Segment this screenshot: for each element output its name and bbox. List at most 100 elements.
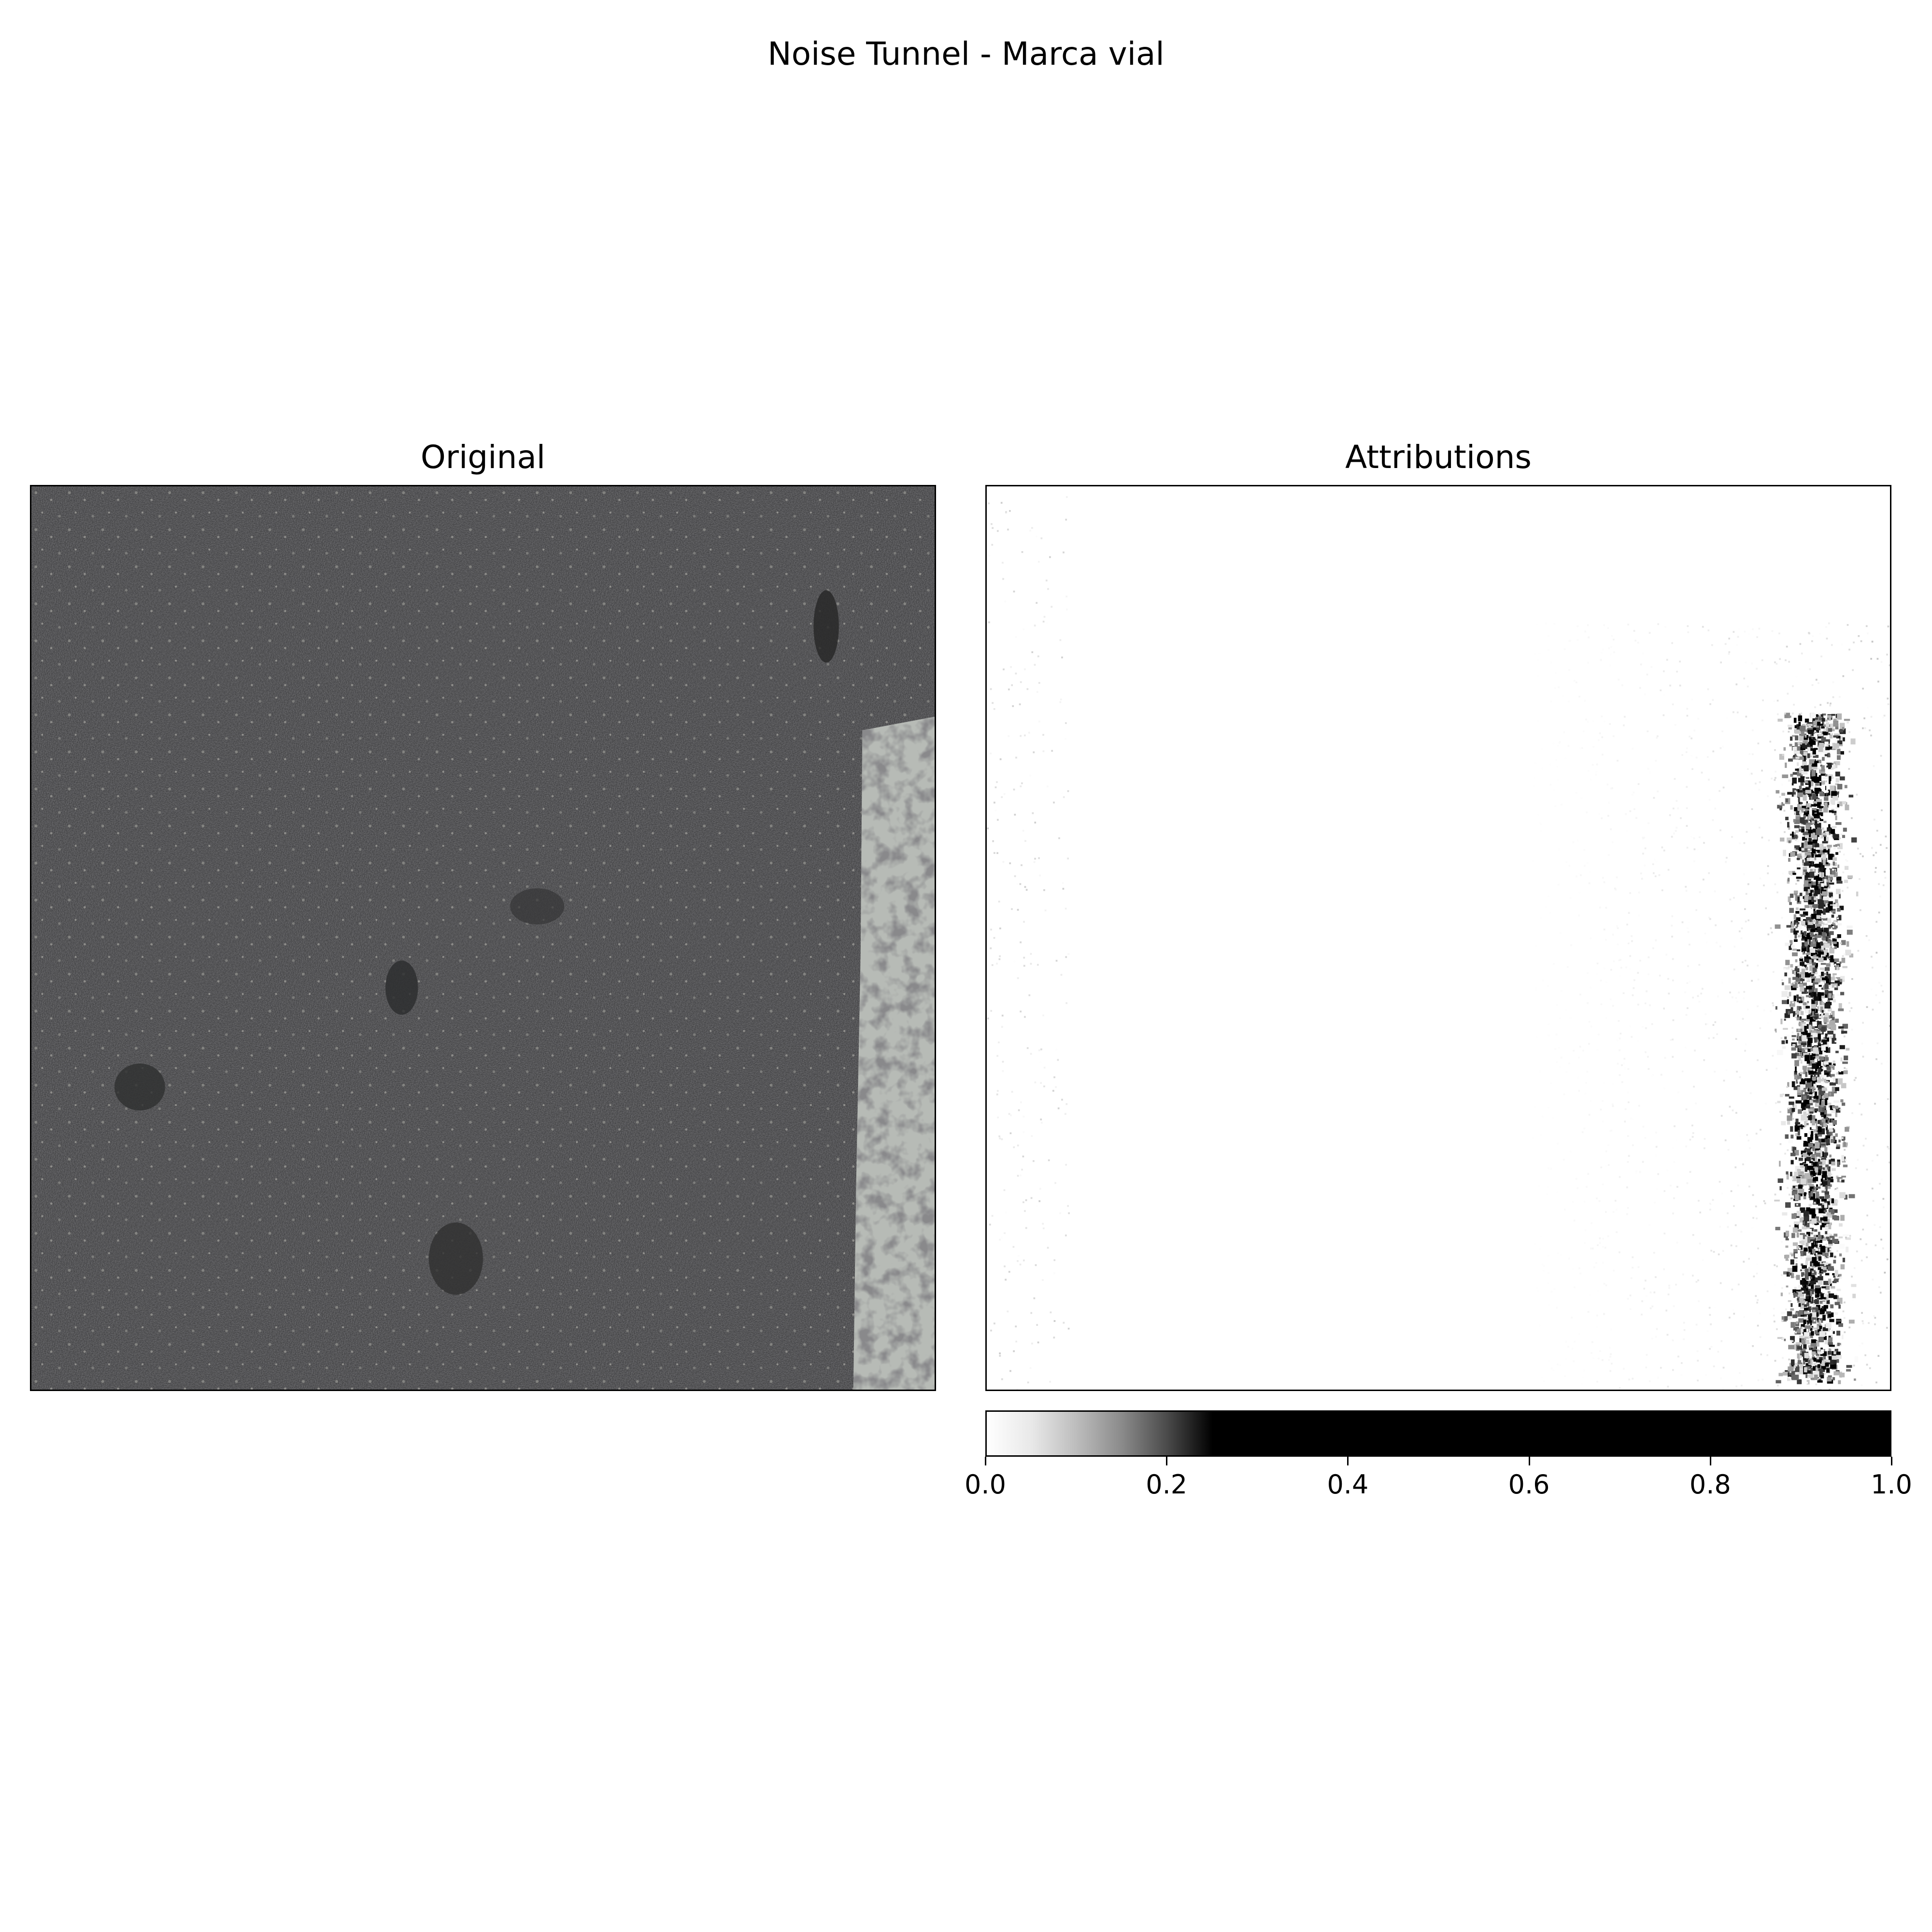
attribution-speck <box>1710 1323 1712 1325</box>
attribution-speck <box>1879 1292 1882 1294</box>
attribution-speck <box>1811 1032 1813 1036</box>
attribution-speck <box>1602 1262 1604 1264</box>
attribution-speck <box>1553 963 1555 965</box>
attribution-speck <box>1880 1312 1883 1315</box>
attribution-speck <box>1568 1062 1570 1065</box>
attribution-speck <box>1872 1279 1874 1281</box>
attribution-speck <box>1808 1308 1811 1312</box>
attribution-speck <box>1827 956 1831 959</box>
attribution-speck <box>1795 883 1797 885</box>
attribution-speck <box>1810 1171 1815 1175</box>
attribution-speck <box>1799 1079 1805 1085</box>
attribution-speck <box>1786 1171 1789 1175</box>
attribution-speck <box>1666 1334 1669 1336</box>
attribution-speck <box>1799 1248 1801 1250</box>
attribution-speck <box>1719 790 1721 792</box>
attribution-speck <box>1648 1068 1650 1070</box>
attribution-speck <box>1034 664 1036 666</box>
attribution-speck <box>1873 1315 1875 1317</box>
attribution-speck <box>1774 779 1776 781</box>
attribution-speck <box>1815 1064 1819 1069</box>
attribution-speck <box>1800 962 1805 966</box>
attribution-speck <box>1800 1233 1805 1235</box>
attribution-speck <box>1808 1313 1812 1320</box>
attribution-speck <box>1672 703 1674 706</box>
attribution-speck <box>1803 1276 1805 1278</box>
attribution-speck <box>1808 987 1815 993</box>
attribution-speck <box>1822 841 1828 844</box>
attribution-speck <box>1053 1076 1055 1079</box>
attribution-speck <box>1788 840 1791 843</box>
attribution-speck <box>1646 673 1648 676</box>
attribution-speck <box>1810 1134 1814 1140</box>
attribution-speck <box>1845 859 1847 861</box>
attribution-speck <box>1826 1236 1830 1240</box>
attribution-speck <box>1047 1247 1049 1249</box>
attribution-speck <box>1833 845 1836 850</box>
attribution-speck <box>1663 1008 1665 1009</box>
attribution-speck <box>1578 872 1581 875</box>
attribution-speck <box>1785 942 1790 946</box>
attribution-speck <box>1814 876 1817 879</box>
attribution-speck <box>1683 1321 1685 1324</box>
attribution-speck <box>1796 1232 1799 1238</box>
attribution-speck <box>1800 1025 1805 1032</box>
attribution-speck <box>1804 1123 1809 1125</box>
attribution-speck <box>1833 1120 1837 1125</box>
attribution-speck <box>1037 1341 1039 1344</box>
attribution-speck <box>1772 971 1775 973</box>
attribution-speck <box>1685 890 1688 892</box>
attribution-speck <box>1821 1151 1824 1158</box>
attribution-speck <box>1849 1235 1851 1237</box>
attribution-speck <box>1790 894 1794 898</box>
attribution-speck <box>1536 1287 1538 1289</box>
attribution-speck <box>1806 1234 1808 1236</box>
attribution-speck <box>1790 1322 1795 1328</box>
attribution-speck <box>1791 1213 1797 1219</box>
attribution-speck <box>1795 789 1798 792</box>
attribution-speck <box>1642 1161 1644 1163</box>
attribution-speck <box>1548 649 1550 651</box>
attribution-speck <box>1819 1337 1824 1341</box>
attribution-speck <box>1838 1071 1844 1075</box>
attribution-speck <box>1617 1063 1619 1065</box>
attribution-speck <box>1730 1190 1733 1193</box>
attribution-speck <box>1804 741 1807 745</box>
attribution-speck <box>1811 786 1814 793</box>
attribution-speck <box>1776 891 1778 894</box>
attribution-speck <box>1801 829 1805 833</box>
attribution-speck <box>1795 907 1799 910</box>
attribution-speck <box>1771 778 1773 780</box>
attribution-speck <box>1644 693 1646 696</box>
attribution-speck <box>1667 868 1670 871</box>
attribution-speck <box>1801 842 1807 849</box>
attribution-speck <box>1826 963 1831 967</box>
attribution-speck <box>1844 1067 1846 1069</box>
attribution-speck <box>1803 1068 1807 1074</box>
attribution-speck <box>1793 928 1796 933</box>
attribution-speck <box>1538 1324 1541 1327</box>
attribution-speck <box>1808 1266 1810 1273</box>
attribution-speck <box>1821 1222 1827 1228</box>
attribution-speck <box>1822 1327 1828 1331</box>
attribution-speck <box>1065 908 1067 910</box>
attribution-speck <box>1620 966 1622 969</box>
attribution-speck <box>1624 1067 1626 1070</box>
attribution-speck <box>1727 1149 1730 1151</box>
attribution-speck <box>1848 731 1851 733</box>
attribution-speck <box>1812 967 1817 974</box>
attribution-speck <box>1824 1264 1831 1270</box>
attribution-speck <box>1838 1380 1841 1384</box>
attribution-speck <box>1559 1017 1561 1020</box>
attribution-speck <box>1797 789 1800 796</box>
attribution-speck <box>1846 1048 1850 1051</box>
attribution-speck <box>1833 1100 1840 1103</box>
attribution-speck <box>1832 946 1834 948</box>
attribution-speck <box>1735 1245 1737 1247</box>
attribution-speck <box>1823 896 1830 900</box>
attribution-speck <box>1729 1317 1731 1319</box>
attribution-speck <box>1804 1311 1810 1314</box>
attribution-speck <box>1805 742 1811 744</box>
attribution-speck <box>1560 1254 1562 1256</box>
attribution-speck <box>1814 1058 1818 1063</box>
